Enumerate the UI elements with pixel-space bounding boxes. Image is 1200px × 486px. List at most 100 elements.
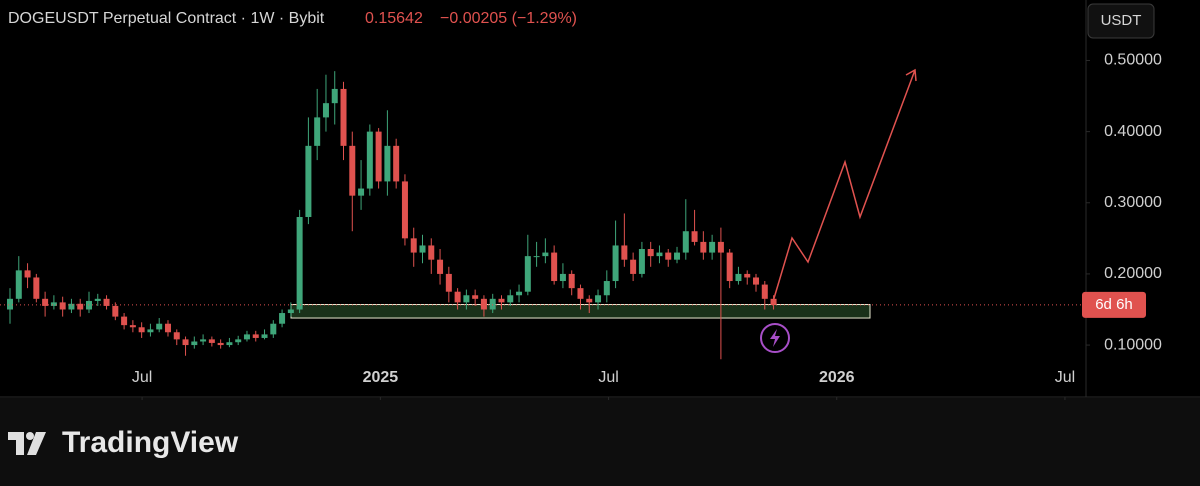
logo-mark: [27, 432, 46, 455]
candle-body: [164, 323, 171, 333]
candle-body: [630, 259, 637, 274]
candle-body: [349, 145, 356, 196]
candle-body: [586, 298, 593, 303]
candle-body: [498, 298, 505, 303]
candle-body: [472, 295, 479, 299]
y-tick-label: 0.10000: [1104, 336, 1162, 353]
candle-body: [603, 281, 610, 296]
candle-body: [551, 252, 558, 282]
candle-body: [68, 303, 75, 310]
candle-body: [252, 334, 259, 338]
candle-body: [656, 252, 663, 257]
candle-body: [112, 305, 119, 317]
candle-body: [454, 291, 461, 303]
candle-body: [261, 334, 268, 338]
candle-body: [691, 231, 698, 242]
candle-body: [33, 277, 40, 299]
y-tick-label: 0.50000: [1104, 52, 1162, 69]
candle-body: [331, 88, 338, 104]
candle-body: [559, 273, 566, 282]
x-tick-label: Jul: [1055, 369, 1075, 386]
candle-body: [419, 245, 426, 253]
candle-body: [542, 252, 549, 257]
candle-body: [182, 339, 189, 346]
candle-body: [410, 238, 417, 253]
x-tick-label: Jul: [598, 369, 618, 386]
candle-body: [226, 342, 233, 346]
candle-body: [358, 188, 365, 196]
bolt-icon[interactable]: [770, 329, 780, 347]
candle-body: [235, 339, 242, 343]
candle-body: [7, 298, 14, 310]
candle-body: [709, 241, 716, 253]
candle-body: [638, 249, 645, 274]
candle-body: [533, 256, 540, 258]
alert-icon[interactable]: [760, 323, 790, 353]
price-change: −0.00205 (−1.29%): [440, 10, 577, 27]
countdown-box: [1082, 291, 1146, 318]
candle-body: [59, 302, 66, 310]
projection-arrow: [771, 69, 916, 306]
candle-body: [305, 145, 312, 217]
candle-body: [156, 323, 163, 330]
candle-body: [322, 103, 329, 118]
candle-body: [200, 339, 207, 342]
x-tick-label: 2025: [363, 369, 399, 386]
candle-body: [287, 309, 294, 314]
candle-body: [217, 342, 224, 346]
candle-body: [42, 298, 49, 306]
candle-body: [208, 339, 215, 343]
candle-body: [524, 256, 531, 292]
candle-body: [753, 277, 760, 285]
candle-body: [94, 298, 101, 301]
candle-body: [279, 313, 286, 324]
candle-body: [15, 270, 22, 299]
candle-body: [700, 241, 707, 253]
candle-body: [428, 245, 435, 260]
candle-body: [744, 273, 751, 278]
candle-body: [463, 295, 470, 303]
candle-body: [393, 145, 400, 182]
logo-mark: [8, 432, 24, 455]
candle-body: [577, 288, 584, 299]
countdown: 6d 6h: [1095, 296, 1133, 313]
candle-body: [735, 273, 742, 282]
currency-label[interactable]: USDT: [1101, 12, 1142, 29]
candle-body: [270, 323, 277, 335]
chart-title: DOGEUSDT Perpetual Contract · 1W · Bybit: [8, 10, 325, 27]
candle-body: [445, 273, 452, 292]
candle-body: [138, 327, 145, 333]
arrow-head: [905, 68, 917, 82]
candle-body: [647, 249, 654, 257]
candle-body: [717, 241, 724, 253]
footer: [0, 398, 1200, 486]
candle-body: [103, 298, 110, 306]
candle-body: [568, 273, 575, 289]
candle-body: [726, 252, 733, 282]
x-tick-label: Jul: [132, 369, 152, 386]
candle-body: [480, 298, 487, 310]
currency-button[interactable]: [1087, 3, 1155, 39]
candle-body: [384, 145, 391, 182]
candle-body: [340, 88, 347, 146]
logo-dot: [26, 432, 34, 440]
logo: [8, 432, 46, 455]
candle-body: [516, 291, 523, 296]
last-price: 0.15642: [365, 10, 423, 27]
candle-body: [761, 284, 768, 299]
candle-body: [375, 131, 382, 182]
candle-body: [507, 295, 514, 303]
brand: TradingView: [62, 426, 239, 459]
candle-body: [24, 270, 31, 278]
candle-body: [147, 329, 154, 333]
candle-body: [665, 252, 672, 260]
candle-body: [191, 341, 198, 346]
candle-body: [674, 252, 681, 260]
candle-body: [401, 181, 408, 239]
candle-body: [489, 298, 496, 310]
candle-body: [437, 259, 444, 274]
candle-body: [621, 245, 628, 260]
candle-body: [243, 334, 250, 340]
candle-body: [173, 332, 180, 340]
candle-body: [682, 231, 689, 253]
